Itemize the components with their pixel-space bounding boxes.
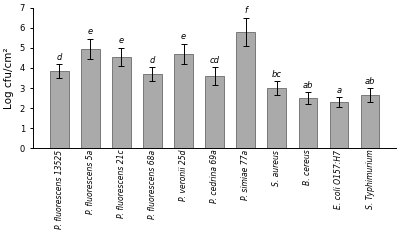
Bar xyxy=(298,98,317,148)
Bar xyxy=(205,76,224,148)
Bar xyxy=(330,102,348,148)
Bar xyxy=(81,49,100,148)
Text: bc: bc xyxy=(272,70,282,79)
Text: e: e xyxy=(88,27,93,36)
Bar xyxy=(361,95,379,148)
Bar xyxy=(143,74,162,148)
Text: e: e xyxy=(181,32,186,41)
Text: ab: ab xyxy=(365,77,375,86)
Text: cd: cd xyxy=(210,55,220,65)
Bar xyxy=(268,88,286,148)
Text: ab: ab xyxy=(303,81,313,90)
Bar xyxy=(236,32,255,148)
Bar xyxy=(174,54,193,148)
Text: d: d xyxy=(56,52,62,62)
Bar xyxy=(112,57,131,148)
Y-axis label: Log cfu/cm²: Log cfu/cm² xyxy=(4,47,14,109)
Bar xyxy=(50,71,68,148)
Text: a: a xyxy=(336,86,342,95)
Text: e: e xyxy=(119,36,124,45)
Text: d: d xyxy=(150,55,155,65)
Text: f: f xyxy=(244,6,247,15)
